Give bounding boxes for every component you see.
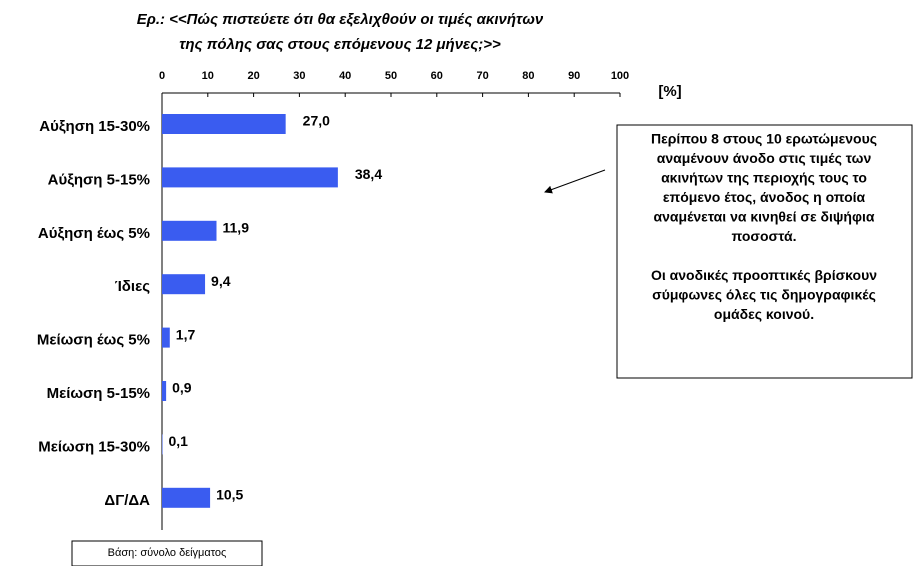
x-tick-label: 90 — [568, 70, 580, 82]
annotation-text: επόμενο έτος, άνοδος η οποία — [663, 189, 866, 205]
x-tick-label: 100 — [611, 70, 629, 82]
x-tick-label: 70 — [476, 70, 488, 82]
chart-title: της πόλης σας στους επόμενους 12 μήνες;>… — [179, 36, 501, 53]
value-label: 0,1 — [168, 433, 188, 449]
base-note: Βάση: σύνολο δείγματος — [108, 547, 227, 559]
x-tick-label: 0 — [159, 70, 165, 82]
category-label: Αύξηση 15-30% — [39, 118, 150, 135]
category-label: Μείωση 5-15% — [47, 385, 150, 402]
chart-title: Ερ.: <<Πώς πιστεύετε ότι θα εξελιχθούν ο… — [137, 11, 544, 28]
value-label: 38,4 — [355, 166, 382, 182]
annotation-text: αναμένουν άνοδο στις τιμές των — [657, 150, 872, 166]
x-tick-label: 40 — [339, 70, 351, 82]
bar — [162, 327, 170, 348]
annotation-text: ομάδες κοινού. — [714, 306, 814, 322]
value-label: 27,0 — [303, 113, 330, 129]
value-label: 9,4 — [211, 273, 231, 289]
category-label: Αύξηση έως 5% — [38, 225, 150, 242]
x-tick-label: 10 — [202, 70, 214, 82]
bar — [162, 220, 217, 241]
category-label: Ίδιες — [115, 278, 150, 295]
annotation-text: Περίπου 8 στους 10 ερωτώμενους — [651, 131, 877, 147]
annotation-text: σύμφωνες όλες τις δημογραφικές — [652, 287, 876, 303]
category-label: Αύξηση 5-15% — [48, 171, 150, 188]
category-label: Μείωση έως 5% — [37, 332, 150, 349]
annotation-text: αναμένεται να κινηθεί σε διψήφια — [654, 209, 875, 225]
x-tick-label: 20 — [247, 70, 259, 82]
x-tick-label: 50 — [385, 70, 397, 82]
bar — [162, 487, 211, 508]
base-box — [71, 540, 263, 566]
category-label: ΔΓ/ΔΑ — [104, 492, 150, 509]
annotation-box — [616, 124, 913, 379]
value-label: 10,5 — [216, 487, 243, 503]
annotation-arrow — [544, 169, 606, 194]
axis-label: [%] — [658, 83, 681, 100]
annotation-text: ποσοστά. — [732, 228, 797, 244]
x-tick-label: 30 — [293, 70, 305, 82]
bar — [162, 381, 167, 401]
value-label: 1,7 — [176, 326, 196, 342]
category-label: Μείωση 15-30% — [38, 438, 150, 455]
x-tick-label: 80 — [522, 70, 534, 82]
x-tick-label: 60 — [431, 70, 443, 82]
bar — [162, 114, 286, 134]
value-label: 11,9 — [223, 220, 250, 236]
annotation-text: Οι ανοδικές προοπτικές βρίσκουν — [651, 267, 877, 283]
bar — [162, 274, 206, 295]
value-label: 0,9 — [172, 380, 192, 396]
bar — [162, 167, 338, 188]
annotation-text: ακινήτων της περιοχής τους το — [661, 170, 867, 186]
